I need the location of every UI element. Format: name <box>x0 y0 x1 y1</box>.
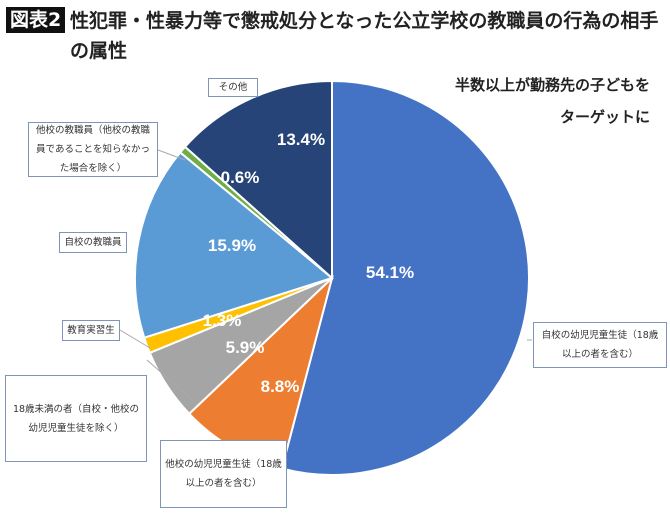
legend-label-other-students: 他校の幼児児童生徒（18歳以上の者を含む） <box>160 440 287 508</box>
data-label: 1.3% <box>203 311 242 330</box>
data-label: 15.9% <box>208 236 256 255</box>
legend-label-other: その他 <box>208 78 258 97</box>
data-label: 13.4% <box>277 130 325 149</box>
leader-line <box>157 149 186 161</box>
annotation-line-1: 半数以上が勤務先の子どもを <box>454 76 650 94</box>
pie-slice <box>134 151 335 339</box>
figure-badge: 図表2 <box>6 7 66 33</box>
legend-label-own-students: 自校の幼児児童生徒（18歳以上の者を含む） <box>533 322 667 368</box>
data-label: 0.6% <box>221 168 260 187</box>
annotation-line-2: ターゲットに <box>559 108 650 126</box>
data-label: 54.1% <box>366 263 414 282</box>
data-label: 8.8% <box>261 377 300 396</box>
legend-label-other-staff: 他校の教職員（他校の教職員であることを知らなかった場合を除く） <box>28 122 158 177</box>
leader-line <box>146 359 191 399</box>
pie-slice <box>280 79 530 476</box>
data-label: 5.9% <box>226 338 265 357</box>
legend-label-own-staff: 自校の教職員 <box>59 232 127 253</box>
pie-slice <box>183 79 333 281</box>
legend-label-minors: 18歳未満の者（自校・他校の幼児児童生徒を除く） <box>5 375 147 462</box>
leader-line <box>119 329 151 349</box>
legend-label-student-teacher: 教育実習生 <box>62 320 120 341</box>
chart-title: 性犯罪・性暴力等で懲戒処分となった公立学校の教職員の行為の相手の属性 <box>70 10 659 62</box>
